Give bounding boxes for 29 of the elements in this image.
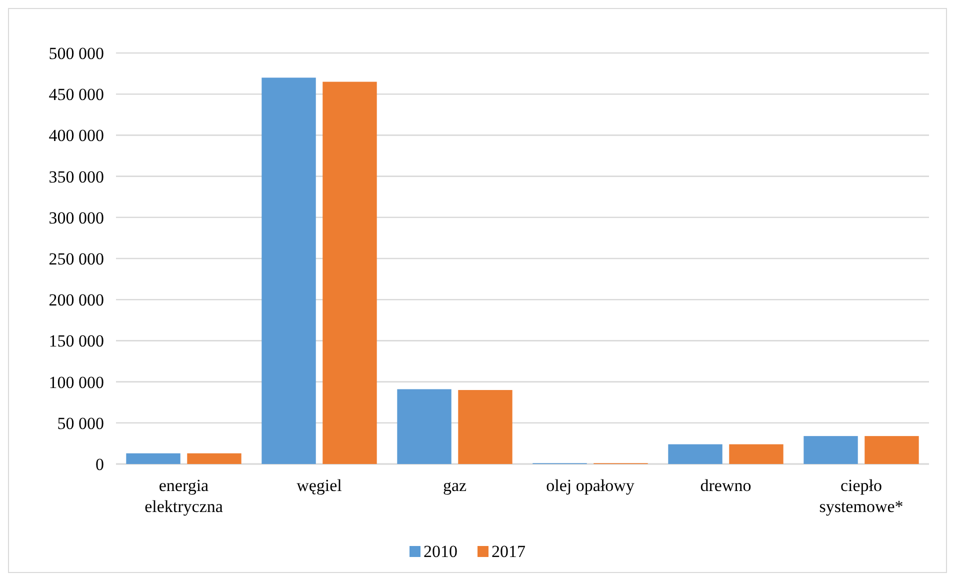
y-tick-label: 200 000 xyxy=(48,290,104,310)
bar xyxy=(397,389,452,464)
bar xyxy=(864,436,919,464)
y-tick-label: 50 000 xyxy=(57,414,104,433)
bar xyxy=(668,444,722,464)
x-tick-label: węgiel xyxy=(296,476,342,495)
bar xyxy=(729,444,784,464)
y-tick-label: 100 000 xyxy=(48,372,104,392)
bar xyxy=(322,82,377,464)
y-tick-label: 0 xyxy=(96,454,104,474)
legend-label: 2010 xyxy=(424,542,458,561)
x-tick-label: gaz xyxy=(442,476,467,495)
y-tick-label: 450 000 xyxy=(48,85,104,104)
y-tick-label: 300 000 xyxy=(48,208,104,228)
y-tick-label: 350 000 xyxy=(48,167,104,186)
bar xyxy=(458,390,512,464)
bar xyxy=(187,453,242,464)
y-tick-label: 250 000 xyxy=(48,249,104,268)
bar xyxy=(126,453,180,464)
x-tick-label: olej opałowy xyxy=(546,476,635,495)
x-tick-label: ciepło systemowe* xyxy=(819,476,904,516)
bar xyxy=(804,436,858,464)
legend-label: 2017 xyxy=(492,542,526,561)
x-tick-label: drewno xyxy=(700,476,752,495)
bar xyxy=(262,78,316,464)
y-tick-label: 400 000 xyxy=(48,126,104,146)
y-tick-label: 150 000 xyxy=(48,332,104,351)
x-tick-label: energia elektryczna xyxy=(144,476,224,516)
y-tick-label: 500 000 xyxy=(48,44,104,63)
